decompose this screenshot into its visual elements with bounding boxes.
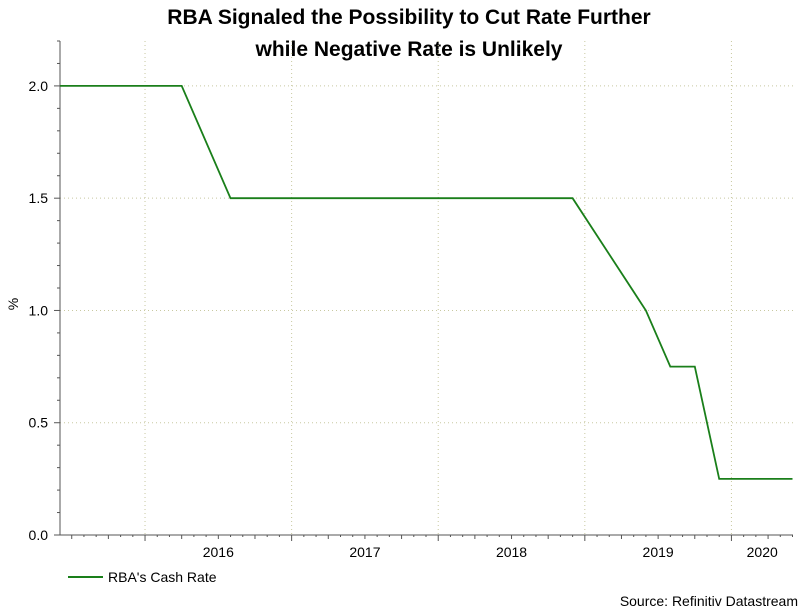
- y-tick-label: 0.5: [29, 415, 49, 431]
- x-tick-label: 2020: [747, 544, 778, 560]
- y-tick-label: 0.0: [29, 527, 49, 543]
- x-tick-label: 2017: [349, 544, 380, 560]
- y-tick-label: 1.5: [29, 190, 49, 206]
- series-layer: [60, 85, 793, 480]
- x-axis: 2016 2017 2018 2019 2020: [60, 534, 794, 560]
- y-axis: 0.0 0.5 1.0 1.5 2.0: [29, 40, 61, 543]
- x-tick-label: 2016: [203, 544, 234, 560]
- chart-subtitle: while Negative Rate is Unlikely: [255, 38, 563, 61]
- y-axis-label: %: [5, 298, 21, 310]
- y-tick-label: 2.0: [29, 78, 49, 94]
- legend-label: RBA's Cash Rate: [108, 569, 217, 585]
- chart-title: RBA Signaled the Possibility to Cut Rate…: [167, 6, 650, 29]
- grid: [60, 41, 793, 535]
- x-tick-label: 2019: [643, 544, 674, 560]
- legend: RBA's Cash Rate: [68, 569, 217, 585]
- y-tick-label: 1.0: [29, 302, 49, 318]
- x-tick-label: 2018: [496, 544, 527, 560]
- series-line: [60, 85, 793, 480]
- source-note: Source: Refinitiv Datastream: [620, 593, 798, 608]
